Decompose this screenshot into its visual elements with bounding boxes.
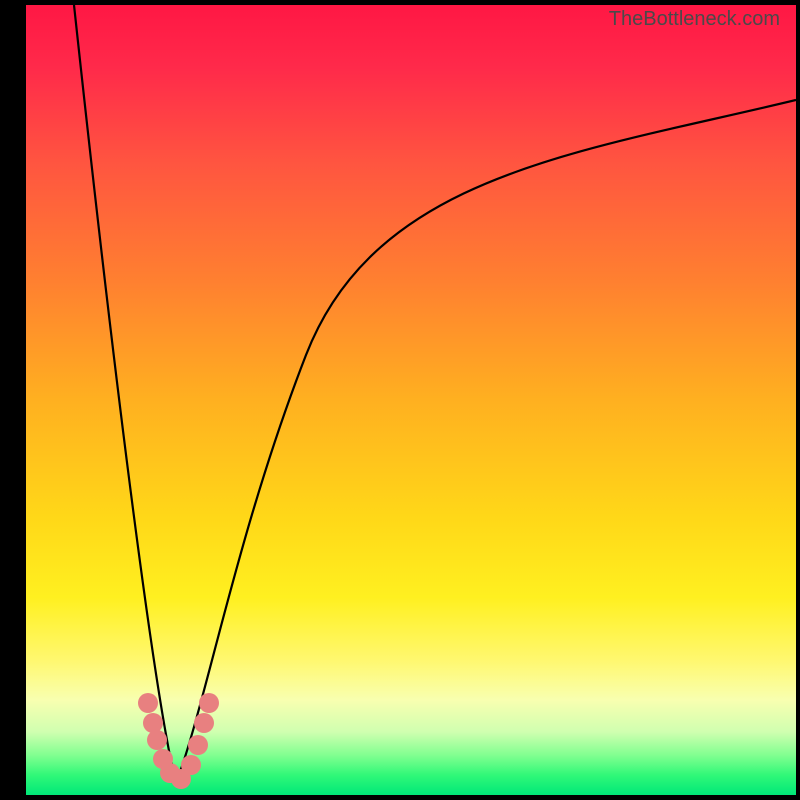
bottleneck-curve — [74, 5, 796, 783]
plot-area — [26, 5, 796, 795]
curve-layer — [26, 5, 796, 795]
chart-container: TheBottleneck.com — [0, 0, 800, 800]
data-marker — [199, 693, 219, 713]
data-marker — [138, 693, 158, 713]
data-marker — [188, 735, 208, 755]
watermark-text: TheBottleneck.com — [609, 8, 780, 31]
data-marker — [147, 730, 167, 750]
data-marker — [143, 713, 163, 733]
marker-group — [138, 693, 219, 789]
data-marker — [181, 755, 201, 775]
data-marker — [194, 713, 214, 733]
